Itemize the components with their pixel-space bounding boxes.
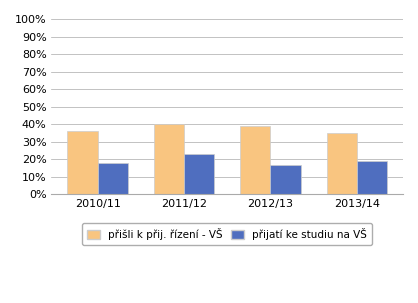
Bar: [98, 163, 128, 194]
Bar: [357, 161, 387, 194]
Bar: [67, 131, 98, 194]
Bar: [184, 154, 214, 194]
Bar: [154, 124, 184, 194]
Bar: [326, 133, 357, 194]
Bar: [240, 126, 270, 194]
Bar: [270, 165, 301, 194]
Legend: přišli k přij. řízení - VŠ, přijatí ke studiu na VŠ: přišli k přij. řízení - VŠ, přijatí ke s…: [82, 223, 372, 245]
